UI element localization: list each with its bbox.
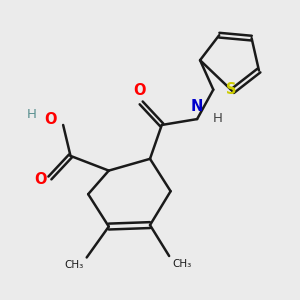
Text: H: H: [27, 108, 37, 121]
Text: H: H: [212, 112, 222, 125]
Text: O: O: [134, 82, 146, 98]
Text: S: S: [226, 82, 236, 97]
Text: O: O: [34, 172, 46, 187]
Text: CH₃: CH₃: [172, 259, 191, 269]
Text: O: O: [44, 112, 57, 127]
Text: CH₃: CH₃: [64, 260, 84, 270]
Text: N: N: [191, 99, 203, 114]
